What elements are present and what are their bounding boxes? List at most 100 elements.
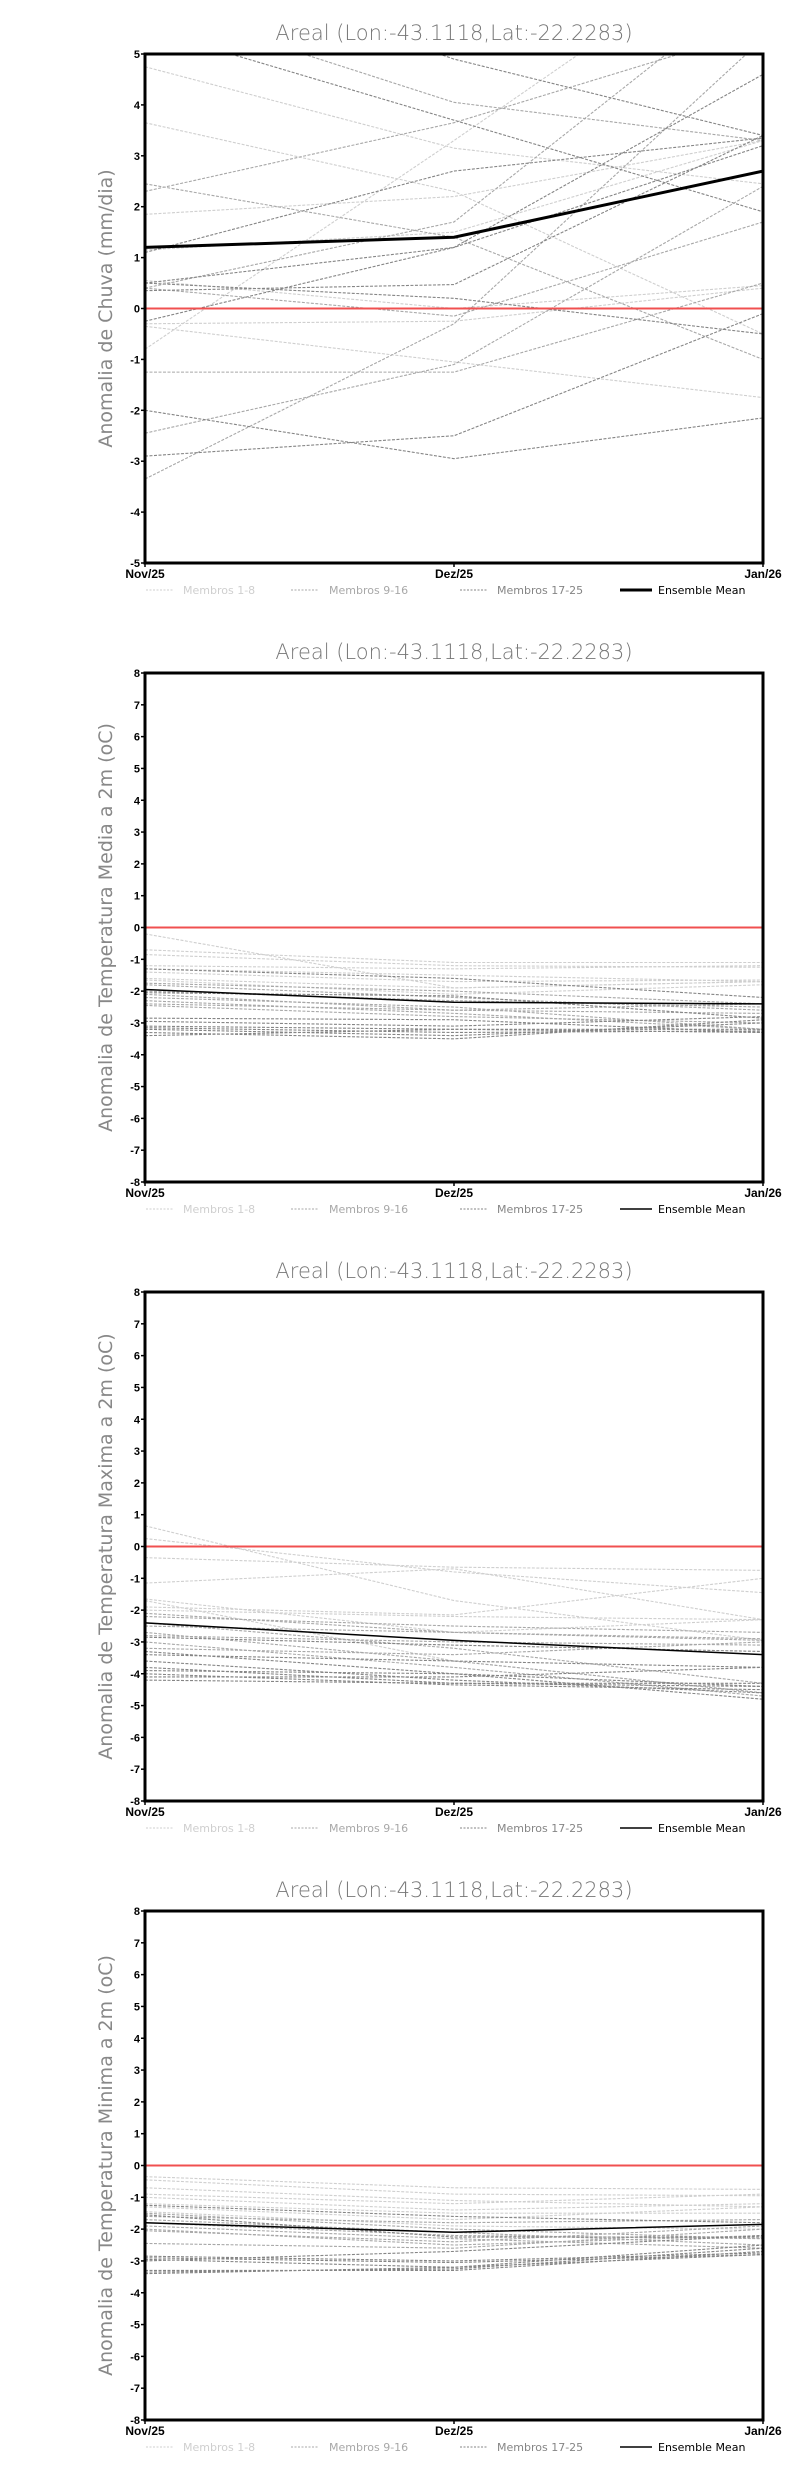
- member-line-2: [145, 122, 763, 335]
- member-line-6: [145, 971, 763, 983]
- x-tick-label: Dez/25: [435, 1186, 473, 1200]
- member-line-13: [145, 282, 763, 373]
- y-tick-label: 0: [134, 923, 140, 935]
- member-line-19: [145, 1025, 763, 1030]
- y-tick-label: -4: [130, 507, 141, 519]
- member-line-3: [145, 2187, 763, 2208]
- member-line-1: [145, 2176, 763, 2190]
- plot-area: [145, 926, 763, 1040]
- y-tick-label: 2: [134, 859, 140, 871]
- y-axis-label: Anomalia de Temperatura Maxima a 2m (oC): [95, 1333, 117, 1759]
- plot-area: [145, 54, 763, 480]
- y-tick-label: -8: [130, 2415, 140, 2427]
- member-line-22: [145, 134, 763, 292]
- legend-label-1: Membros 1-8: [183, 1822, 255, 1835]
- y-tick-label: 1: [134, 253, 140, 265]
- y-tick-label: 2: [134, 1478, 140, 1490]
- chart-svg: Areal (Lon:-43.1118,Lat:-22.2283) Anomali…: [95, 1878, 782, 2454]
- legend: Membros 1-8 Membros 9-16 Membros 17-25 Ense…: [146, 1203, 745, 1216]
- y-tick-label: 1: [134, 1510, 140, 1522]
- y-tick-label: 4: [134, 795, 141, 807]
- member-line-23: [145, 2254, 763, 2275]
- legend-label-4: Ensemble Mean: [658, 1203, 745, 1216]
- y-tick-label: 5: [134, 1382, 140, 1394]
- member-line-5: [145, 279, 763, 310]
- y-tick-label: 8: [134, 1287, 140, 1299]
- member-line-7: [145, 1577, 763, 1616]
- y-tick-label: -1: [130, 954, 140, 966]
- y-tick-label: -6: [130, 1113, 140, 1125]
- member-line-24: [145, 409, 763, 460]
- legend-label-2: Membros 9-16: [329, 584, 408, 597]
- member-line-17: [145, 1017, 763, 1034]
- member-line-18: [145, 1016, 763, 1027]
- ensemble-mean-line: [145, 169, 763, 249]
- member-line-8: [145, 2211, 763, 2230]
- member-line-18: [145, 1654, 763, 1668]
- y-tick-label: -3: [130, 1018, 140, 1030]
- member-line-21: [145, 1022, 763, 1037]
- y-axis-label: Anomalia de Temperatura Media a 2m (oC): [95, 723, 117, 1132]
- member-line-12: [145, 1625, 763, 1640]
- y-tick-label: 5: [134, 763, 140, 775]
- legend-label-2: Membros 9-16: [329, 1822, 408, 1835]
- x-tick-label: Jan/26: [744, 1186, 782, 1200]
- plot-area: [145, 1525, 763, 1700]
- member-line-10: [145, 183, 763, 360]
- y-tick-label: 7: [134, 1319, 140, 1331]
- member-line-1: [145, 1525, 763, 1641]
- y-tick-label: -1: [130, 1573, 140, 1585]
- member-line-17: [437, 54, 763, 136]
- y-tick-label: 0: [134, 2161, 140, 2173]
- y-tick-label: 3: [134, 1446, 140, 1458]
- plot-area: [145, 2164, 763, 2275]
- member-line-13: [145, 996, 763, 1030]
- y-tick-label: -3: [130, 1637, 140, 1649]
- member-line-6: [145, 140, 763, 251]
- y-tick-label: -5: [130, 558, 140, 570]
- member-line-20: [145, 73, 763, 284]
- y-tick-label: -4: [130, 2288, 141, 2300]
- legend: Membros 1-8 Membros 9-16 Membros 17-25 Ense…: [146, 2441, 745, 2454]
- y-tick-label: 6: [134, 732, 140, 744]
- y-tick-label: 6: [134, 1970, 140, 1982]
- y-tick-label: 3: [134, 827, 140, 839]
- member-line-22: [145, 1673, 763, 1691]
- member-line-14: [145, 185, 763, 434]
- member-line-10: [145, 984, 763, 1011]
- x-tick-label: Dez/25: [435, 1805, 473, 1819]
- y-tick-label: -3: [130, 2256, 140, 2268]
- x-tick-label: Dez/25: [435, 2424, 473, 2438]
- y-tick-label: 2: [134, 2097, 140, 2109]
- y-tick-label: 4: [134, 2033, 141, 2045]
- member-line-8: [145, 1609, 763, 1621]
- member-line-3: [145, 139, 763, 215]
- member-line-22: [145, 2247, 763, 2273]
- member-line-10: [145, 1615, 763, 1633]
- member-line-21: [145, 145, 763, 322]
- y-tick-label: -2: [130, 2224, 140, 2236]
- member-line-14: [145, 2228, 763, 2246]
- member-line-4: [145, 2193, 763, 2205]
- member-line-8: [145, 979, 763, 995]
- chart-temp-max: Areal (Lon:-43.1118,Lat:-22.2283) Anomali…: [0, 1238, 800, 1857]
- member-line-16: [145, 2228, 763, 2249]
- legend-label-1: Membros 1-8: [183, 1203, 255, 1216]
- member-line-23: [145, 1028, 763, 1037]
- y-tick-label: -3: [130, 456, 140, 468]
- y-tick-label: 7: [134, 1938, 140, 1950]
- y-tick-label: 4: [134, 1414, 141, 1426]
- member-line-20: [145, 1027, 763, 1034]
- legend: Membros 1-8 Membros 9-16 Membros 17-25 Ense…: [146, 584, 745, 597]
- x-tick-label: Jan/26: [744, 1805, 782, 1819]
- member-line-9: [145, 54, 682, 192]
- member-line-17: [145, 2252, 763, 2262]
- legend-label-4: Ensemble Mean: [658, 1822, 745, 1835]
- member-line-20: [145, 1666, 763, 1684]
- y-tick-label: -6: [130, 1732, 140, 1744]
- member-line-16: [145, 1641, 763, 1656]
- member-line-20: [145, 2234, 763, 2262]
- y-tick-label: -2: [130, 405, 140, 417]
- legend-label-4: Ensemble Mean: [658, 584, 745, 597]
- y-axis-label: Anomalia de Chuva (mm/dia): [95, 169, 117, 447]
